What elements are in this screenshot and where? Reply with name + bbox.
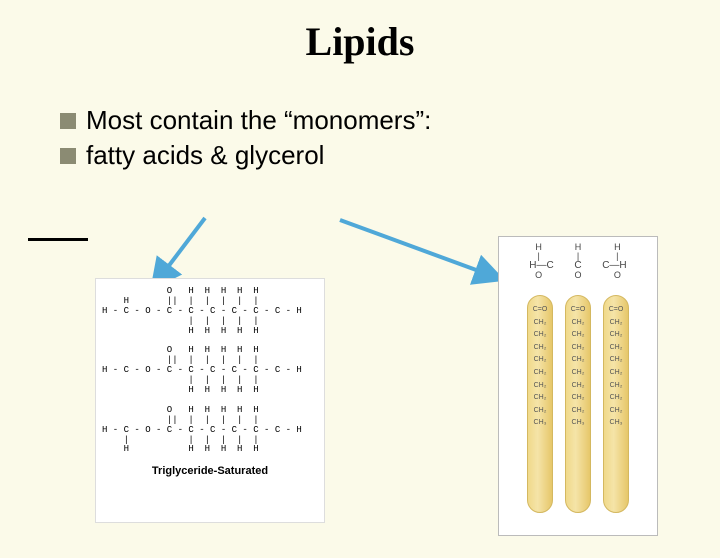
fatty-acid-chain: O H H H H H || | | | | | H - C - O - C -… <box>102 406 318 455</box>
atom-label: O <box>574 271 581 280</box>
fatty-acid-chain: O H H H H H || | | | | | H - C - O - C -… <box>102 346 318 395</box>
tail-labels: C=O CH₂ CH₂ CH₂ CH₂ CH₂ CH₂ CH₂ CH₂ CH₃ <box>604 296 628 430</box>
fatty-acid-tail: C=O CH₂ CH₂ CH₂ CH₂ CH₂ CH₂ CH₂ CH₂ CH₃ <box>527 295 553 513</box>
tail-labels: C=O CH₂ CH₂ CH₂ CH₂ CH₂ CH₂ CH₂ CH₂ CH₃ <box>528 296 552 430</box>
square-bullet-icon <box>60 113 76 129</box>
arrow-to-left-diagram <box>155 218 205 284</box>
atom-label: O <box>614 271 621 280</box>
triglyceride-structure-diagram: O H H H H H H || | | | | | H - C - O - C… <box>95 278 325 523</box>
fatty-acid-chain: O H H H H H H || | | | | | H - C - O - C… <box>102 287 318 336</box>
slide-title: Lipids <box>0 18 720 65</box>
diagram-caption: Triglyceride-Saturated <box>102 465 318 477</box>
triglyceride-model-diagram: H H H | | | H—C C C—H O O O C=O CH₂ CH₂ … <box>498 236 658 536</box>
bullet-item: fatty acids & glycerol <box>60 140 720 171</box>
tail-labels: C=O CH₂ CH₂ CH₂ CH₂ CH₂ CH₂ CH₂ CH₂ CH₃ <box>566 296 590 430</box>
bullet-list: Most contain the “monomers”: fatty acids… <box>60 105 720 171</box>
fatty-acid-tail: C=O CH₂ CH₂ CH₂ CH₂ CH₂ CH₂ CH₂ CH₂ CH₃ <box>603 295 629 513</box>
fatty-acid-tail: C=O CH₂ CH₂ CH₂ CH₂ CH₂ CH₂ CH₂ CH₂ CH₃ <box>565 295 591 513</box>
glycerol-backbone: H H H | | | H—C C C—H O O O <box>519 243 637 291</box>
decorative-rule <box>28 238 88 241</box>
square-bullet-icon <box>60 148 76 164</box>
bullet-text: Most contain the “monomers”: <box>86 105 431 136</box>
atom-label: O <box>535 271 542 280</box>
arrow-to-right-diagram <box>340 220 498 278</box>
bullet-text: fatty acids & glycerol <box>86 140 324 171</box>
bullet-item: Most contain the “monomers”: <box>60 105 720 136</box>
